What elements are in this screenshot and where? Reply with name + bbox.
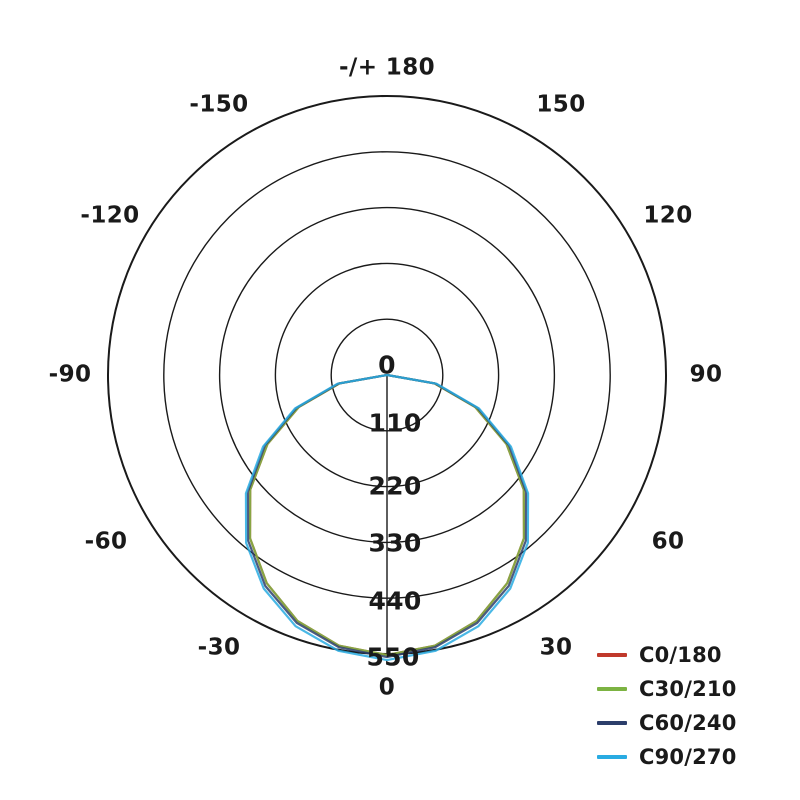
angle-tick-label: -60 xyxy=(84,528,128,555)
legend-item[interactable]: C60/240 xyxy=(597,710,737,735)
legend-label: C0/180 xyxy=(639,642,722,667)
angle-tick-label: 120 xyxy=(643,202,693,229)
radial-tick-label: 0 xyxy=(378,350,396,380)
angle-tick-label: -90 xyxy=(48,361,92,388)
legend-label: C60/240 xyxy=(639,710,737,735)
angle-tick-label: 30 xyxy=(539,634,573,661)
angle-tick-label: -150 xyxy=(189,91,249,118)
legend-color-swatch xyxy=(597,653,627,657)
radial-tick-label: 550 xyxy=(366,642,420,672)
legend-item[interactable]: C30/210 xyxy=(597,676,737,701)
angle-tick-label: 0 xyxy=(378,674,396,701)
legend-item[interactable]: C90/270 xyxy=(597,744,737,769)
radial-tick-label: 440 xyxy=(368,586,422,616)
legend-item[interactable]: C0/180 xyxy=(597,642,737,667)
legend-label: C90/270 xyxy=(639,744,737,769)
angle-tick-label: 60 xyxy=(651,528,685,555)
angle-tick-label: 90 xyxy=(689,361,723,388)
series-curves xyxy=(244,373,530,662)
angle-tick-label: -30 xyxy=(197,634,241,661)
radial-tick-label: 110 xyxy=(368,408,422,438)
legend-color-swatch xyxy=(597,755,627,759)
legend-color-swatch xyxy=(597,687,627,691)
angle-tick-label: 150 xyxy=(536,91,586,118)
angle-tick-label: -/+ 180 xyxy=(338,54,436,81)
angle-tick-label: -120 xyxy=(80,202,140,229)
radial-tick-label: 220 xyxy=(368,471,422,501)
legend: C0/180 C30/210 C60/240 C90/270 xyxy=(597,642,737,769)
legend-label: C30/210 xyxy=(639,676,737,701)
series-curve xyxy=(244,373,530,662)
radial-tick-label: 330 xyxy=(368,528,422,558)
legend-color-swatch xyxy=(597,721,627,725)
